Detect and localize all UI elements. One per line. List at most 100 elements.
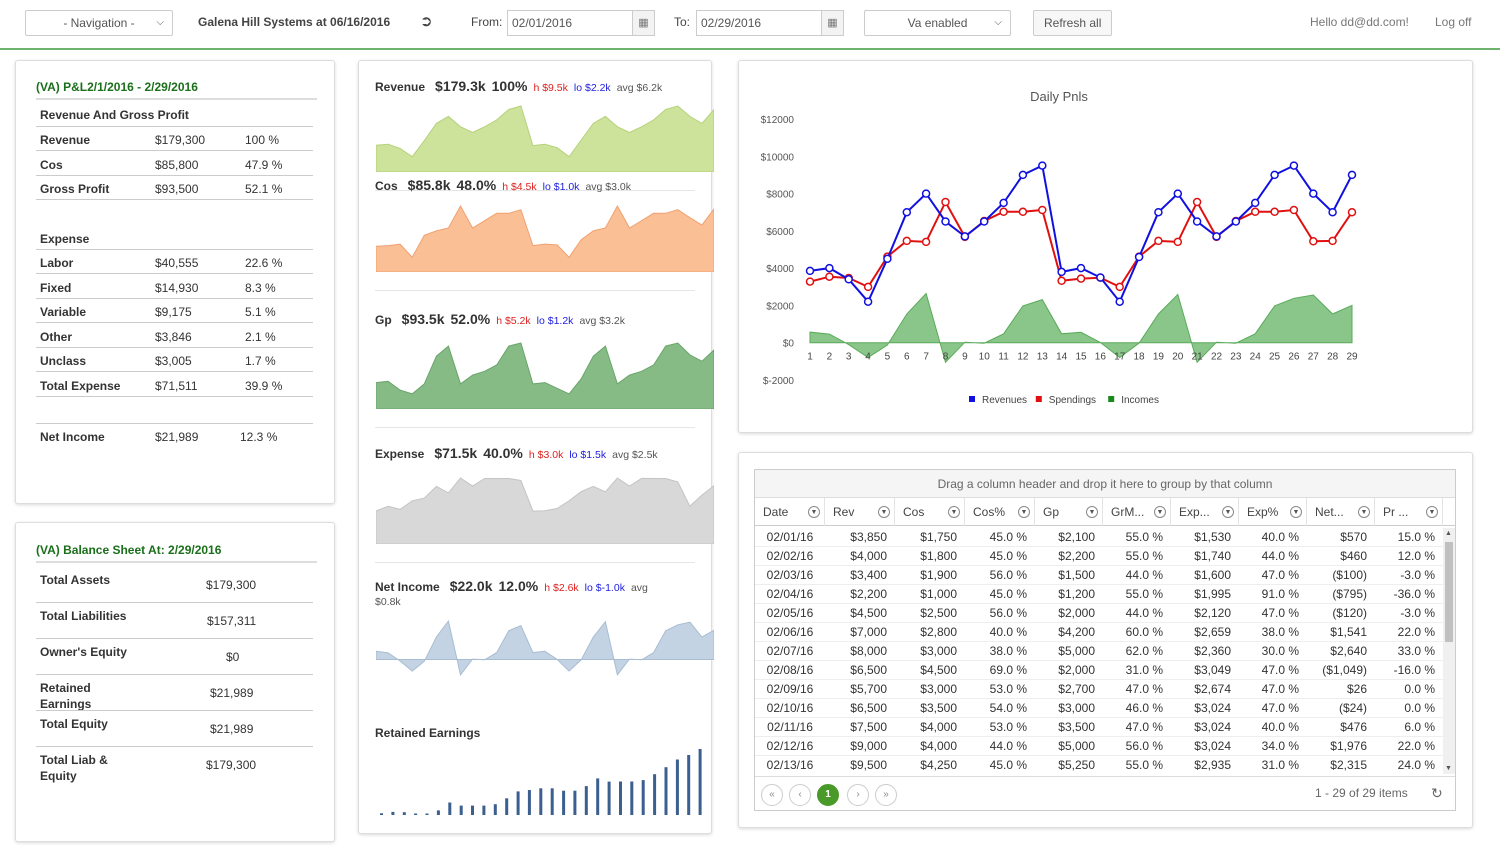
scroll-up-icon[interactable]: ▲ [1445, 530, 1452, 537]
revenues-point [1212, 232, 1221, 241]
y-tick-label: $10000 [761, 152, 795, 163]
table-cell: 02/11/16 [767, 720, 813, 734]
mini-chart-total: $179.3k [435, 78, 486, 94]
retained-earnings-bar [436, 810, 440, 815]
table-cell: $4,000 [920, 720, 957, 734]
mini-chart-avg: avg $3.0k [585, 181, 631, 193]
filter-icon[interactable]: ▼ [1154, 506, 1166, 518]
mini-area-chart [376, 342, 714, 409]
current-page-button[interactable]: 1 [817, 784, 839, 806]
retained-earnings-bar [641, 780, 645, 815]
column-header[interactable]: Date ▼ [755, 498, 825, 526]
spendings-point [1154, 236, 1163, 246]
table-cell: $1,750 [920, 530, 957, 544]
first-page-icon[interactable]: « [761, 784, 783, 806]
table-cell: 53.0 % [989, 682, 1027, 696]
table-row[interactable]: 02/08/16 $6,500 $4,500 69.0 % $2,000 31.0 % $3… [755, 661, 1443, 680]
retained-earnings-bar [493, 804, 497, 815]
filter-icon[interactable]: ▼ [1290, 506, 1302, 518]
table-row[interactable]: 02/05/16 $4,500 $2,500 56.0 % $2,000 44.0 % $2… [755, 604, 1443, 623]
column-header[interactable]: Net... ▼ [1307, 498, 1375, 526]
table-cell: $5,000 [1058, 739, 1095, 753]
revenues-point [941, 217, 950, 226]
va-select[interactable]: Va enabled ⌵ [864, 10, 1011, 36]
vertical-scrollbar[interactable]: ▲ ▼ [1443, 528, 1455, 774]
filter-icon[interactable]: ▼ [1018, 506, 1030, 518]
pl-row-label: Cos [40, 157, 63, 172]
column-header[interactable]: GrM... ▼ [1103, 498, 1171, 526]
filter-icon[interactable]: ▼ [808, 506, 820, 518]
column-header[interactable]: Exp% ▼ [1239, 498, 1307, 526]
pl-row-percent: 8.3 % [245, 280, 276, 295]
scroll-thumb[interactable] [1445, 542, 1453, 642]
to-date-input[interactable]: 02/29/2016 ▦ [696, 10, 844, 36]
mini-chart-percent: 12.0% [498, 578, 539, 594]
table-row[interactable]: 02/07/16 $8,000 $3,000 38.0 % $5,000 62.0 % $2… [755, 642, 1443, 661]
chevron-down-icon: ⌵ [156, 17, 164, 28]
filter-icon[interactable]: ▼ [1086, 506, 1098, 518]
table-row[interactable]: 02/11/16 $7,500 $4,000 53.0 % $3,500 47.0 % $3… [755, 718, 1443, 737]
balance-sheet-row-label: Total Assets [40, 573, 111, 587]
filter-icon[interactable]: ▼ [1222, 506, 1234, 518]
daily-pnls-panel [738, 60, 1473, 433]
refresh-all-button[interactable]: Refresh all [1033, 10, 1113, 36]
retained-earnings-bar [482, 805, 486, 815]
table-row[interactable]: 02/01/16 $3,850 $1,750 45.0 % $2,100 55.0 % $1… [755, 528, 1443, 547]
next-page-icon[interactable]: › [847, 784, 869, 806]
table-row[interactable]: 02/09/16 $5,700 $3,000 53.0 % $2,700 47.0 % $2… [755, 680, 1443, 699]
mini-area-chart [376, 477, 714, 544]
table-row[interactable]: 02/13/16 $9,500 $4,250 45.0 % $5,250 55.0 % $2… [755, 756, 1443, 774]
from-date-input[interactable]: 02/01/2016 ▦ [507, 10, 655, 36]
column-header[interactable]: Pr ... ▼ [1375, 498, 1443, 526]
mini-chart-avg: avg $3.2k [579, 315, 625, 327]
x-tick-label: 22 [1211, 352, 1223, 363]
table-cell: $4,500 [850, 606, 887, 620]
column-header[interactable]: Gp ▼ [1035, 498, 1103, 526]
x-tick-label: 24 [1250, 352, 1262, 363]
spendings-point [1328, 236, 1337, 246]
calendar-icon[interactable]: ▦ [821, 11, 843, 35]
column-header[interactable]: Rev ▼ [825, 498, 895, 526]
pl-row-label: Unclass [40, 354, 87, 369]
filter-icon[interactable]: ▼ [878, 506, 890, 518]
pl-row-label: Labor [40, 256, 74, 270]
table-cell: $1,600 [1194, 568, 1231, 582]
logout-arrow-icon[interactable]: ➲ [420, 13, 433, 30]
column-header[interactable]: Exp... ▼ [1171, 498, 1239, 526]
mini-chart-low: lo $-1.0k [584, 582, 625, 594]
filter-icon[interactable]: ▼ [948, 506, 960, 518]
table-row[interactable]: 02/12/16 $9,000 $4,000 44.0 % $5,000 56.0 % $3… [755, 737, 1443, 756]
filter-icon[interactable]: ▼ [1358, 506, 1370, 518]
navigation-select[interactable]: - Navigation - ⌵ [25, 10, 173, 36]
log-off-link[interactable]: Log off [1435, 15, 1472, 29]
prev-page-icon[interactable]: ‹ [789, 784, 811, 806]
revenues-point [1173, 189, 1183, 198]
divider [36, 638, 313, 639]
divider [36, 561, 317, 563]
mini-chart-percent: 40.0% [483, 445, 523, 461]
scroll-down-icon[interactable]: ▼ [1445, 765, 1452, 772]
group-drop-area[interactable]: Drag a column header and drop it here to… [755, 470, 1455, 498]
pl-row-percent: 100 % [245, 133, 280, 147]
y-tick-label: $0 [783, 339, 795, 350]
table-row[interactable]: 02/04/16 $2,200 $1,000 45.0 % $1,200 55.0 % $1… [755, 585, 1443, 604]
table-row[interactable]: 02/10/16 $6,500 $3,500 54.0 % $3,000 46.0 % $3… [755, 699, 1443, 718]
refresh-icon[interactable]: ↻ [1431, 785, 1443, 801]
table-row[interactable]: 02/03/16 $3,400 $1,900 56.0 % $1,500 44.0 % $1… [755, 566, 1443, 585]
mini-chart-name: Expense [375, 447, 425, 461]
mini-chart-low: lo $1.2k [536, 315, 574, 327]
x-tick-label: 4 [865, 352, 871, 363]
x-tick-label: 3 [846, 352, 852, 363]
last-page-icon[interactable]: » [875, 784, 897, 806]
table-cell: $2,000 [1058, 663, 1095, 677]
table-row[interactable]: 02/06/16 $7,000 $2,800 40.0 % $4,200 60.0 % $2… [755, 623, 1443, 642]
filter-icon[interactable]: ▼ [1426, 506, 1438, 518]
mini-chart-total: $93.5k [401, 311, 445, 327]
calendar-icon[interactable]: ▦ [632, 11, 654, 35]
table-cell: 44.0 % [1125, 568, 1163, 582]
table-row[interactable]: 02/02/16 $4,000 $1,800 45.0 % $2,200 55.0 % $1… [755, 547, 1443, 566]
column-header[interactable]: Cos ▼ [895, 498, 965, 526]
table-cell: -3.0 % [1400, 606, 1435, 620]
table-cell: 40.0 % [989, 625, 1027, 639]
column-header[interactable]: Cos% ▼ [965, 498, 1035, 526]
